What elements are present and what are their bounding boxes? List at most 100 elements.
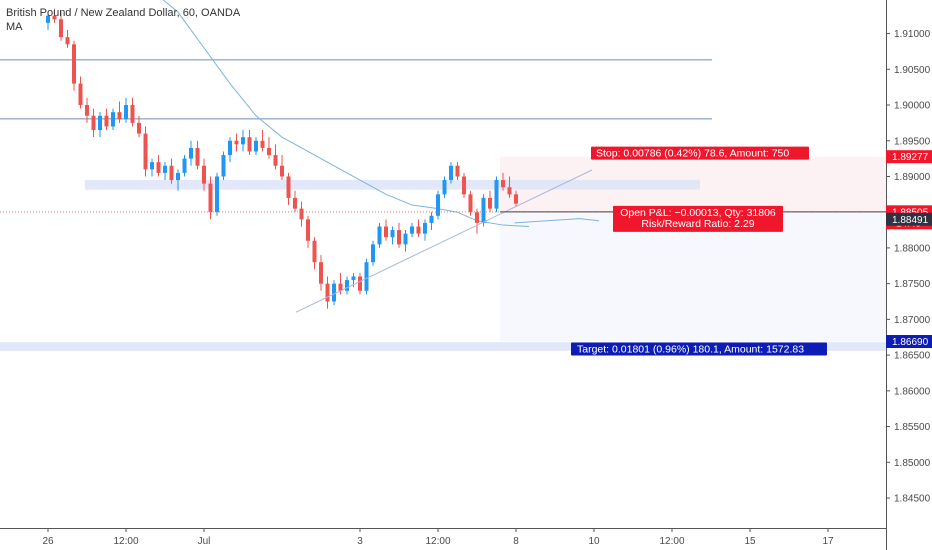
candle[interactable] xyxy=(312,240,317,263)
candle[interactable] xyxy=(78,83,83,106)
y-tick-label: 1.85000 xyxy=(894,458,931,469)
ma-line[interactable] xyxy=(152,0,530,227)
candle[interactable] xyxy=(371,244,375,263)
target-price: 1.86690 xyxy=(892,337,929,348)
candle[interactable] xyxy=(410,226,414,234)
candle[interactable] xyxy=(494,180,499,209)
candle[interactable] xyxy=(481,197,486,223)
candle[interactable] xyxy=(208,183,213,213)
candle[interactable] xyxy=(260,140,265,148)
indicator-label[interactable]: MA xyxy=(6,21,23,33)
candle[interactable] xyxy=(332,283,336,302)
candle[interactable] xyxy=(267,147,271,156)
x-tick-label: Jul xyxy=(198,536,211,547)
candle[interactable] xyxy=(273,155,278,166)
candle[interactable] xyxy=(163,165,167,173)
candle[interactable] xyxy=(306,219,310,241)
candle[interactable] xyxy=(234,140,239,145)
candle[interactable] xyxy=(319,262,323,284)
x-tick-label: 3 xyxy=(357,536,363,547)
candle[interactable] xyxy=(501,180,505,188)
candle[interactable] xyxy=(468,194,473,213)
bid-price: 1.88491 xyxy=(892,215,929,226)
candle[interactable] xyxy=(377,226,382,245)
candle[interactable] xyxy=(299,208,304,220)
candle[interactable] xyxy=(345,280,349,291)
candle[interactable] xyxy=(130,105,135,123)
candle[interactable] xyxy=(52,15,57,20)
mini-line xyxy=(514,218,600,224)
candle[interactable] xyxy=(514,194,518,204)
candle[interactable] xyxy=(65,37,70,45)
x-tick-label: 12:00 xyxy=(113,536,138,547)
support-zone[interactable] xyxy=(85,179,700,190)
candle[interactable] xyxy=(72,44,76,84)
candle[interactable] xyxy=(215,176,219,213)
candle[interactable] xyxy=(358,276,362,291)
candle[interactable] xyxy=(91,115,96,131)
candle[interactable] xyxy=(351,276,356,281)
stop-price: 1.89277 xyxy=(892,152,929,163)
candle[interactable] xyxy=(247,137,252,152)
candle[interactable] xyxy=(189,147,193,159)
candle[interactable] xyxy=(364,262,369,291)
candle[interactable] xyxy=(124,105,128,120)
target-zone[interactable] xyxy=(0,342,886,351)
candle[interactable] xyxy=(254,140,258,152)
candle[interactable] xyxy=(59,19,63,38)
candle[interactable] xyxy=(150,162,154,170)
candle[interactable] xyxy=(325,283,330,302)
stop-label-box[interactable] xyxy=(591,146,809,160)
candle[interactable] xyxy=(462,176,466,195)
rr-label: Risk/Reward Ratio: 2.29 xyxy=(641,218,754,230)
candle[interactable] xyxy=(195,147,200,166)
candle[interactable] xyxy=(280,165,284,177)
candle[interactable] xyxy=(384,226,388,238)
candle[interactable] xyxy=(182,158,187,173)
candle[interactable] xyxy=(156,162,161,173)
candle[interactable] xyxy=(85,105,89,116)
chart-title: British Pound / New Zealand Dollar, 60, … xyxy=(6,7,241,19)
x-tick-label: 12:00 xyxy=(425,536,450,547)
candle[interactable] xyxy=(46,15,50,23)
candle[interactable] xyxy=(423,222,427,234)
candle[interactable] xyxy=(241,137,245,145)
candle[interactable] xyxy=(455,165,460,177)
candle[interactable] xyxy=(397,230,401,245)
candle[interactable] xyxy=(98,115,102,131)
candle[interactable] xyxy=(111,112,115,127)
candle[interactable] xyxy=(403,233,408,245)
candle[interactable] xyxy=(104,115,109,127)
candle[interactable] xyxy=(228,140,232,156)
candle[interactable] xyxy=(449,165,453,181)
candle[interactable] xyxy=(221,155,226,177)
candle[interactable] xyxy=(176,172,180,181)
pnl-label-box[interactable] xyxy=(613,205,783,232)
candle[interactable] xyxy=(286,176,291,198)
candle[interactable] xyxy=(137,122,141,134)
x-tick-label: 8 xyxy=(513,536,519,547)
candle[interactable] xyxy=(429,215,434,223)
candle[interactable] xyxy=(202,165,206,184)
candle[interactable] xyxy=(488,197,492,209)
candle[interactable] xyxy=(338,283,343,291)
candle[interactable] xyxy=(117,112,122,120)
candle[interactable] xyxy=(436,194,440,216)
candle[interactable] xyxy=(143,133,148,170)
target-badge xyxy=(886,335,932,349)
stop-badge xyxy=(886,150,932,164)
chart-legend: British Pound / New Zealand Dollar, 60, … xyxy=(6,6,240,34)
candle[interactable] xyxy=(442,180,447,195)
candle[interactable] xyxy=(390,230,395,238)
candle[interactable] xyxy=(293,197,297,209)
y-tick-label: 1.91000 xyxy=(894,29,931,40)
candle[interactable] xyxy=(475,212,479,223)
x-tick-label: 10 xyxy=(588,536,600,547)
trend-line[interactable] xyxy=(295,169,593,313)
candle[interactable] xyxy=(507,187,512,195)
candle[interactable] xyxy=(169,165,174,181)
target-label-box[interactable] xyxy=(571,342,827,356)
candle[interactable] xyxy=(416,226,421,234)
